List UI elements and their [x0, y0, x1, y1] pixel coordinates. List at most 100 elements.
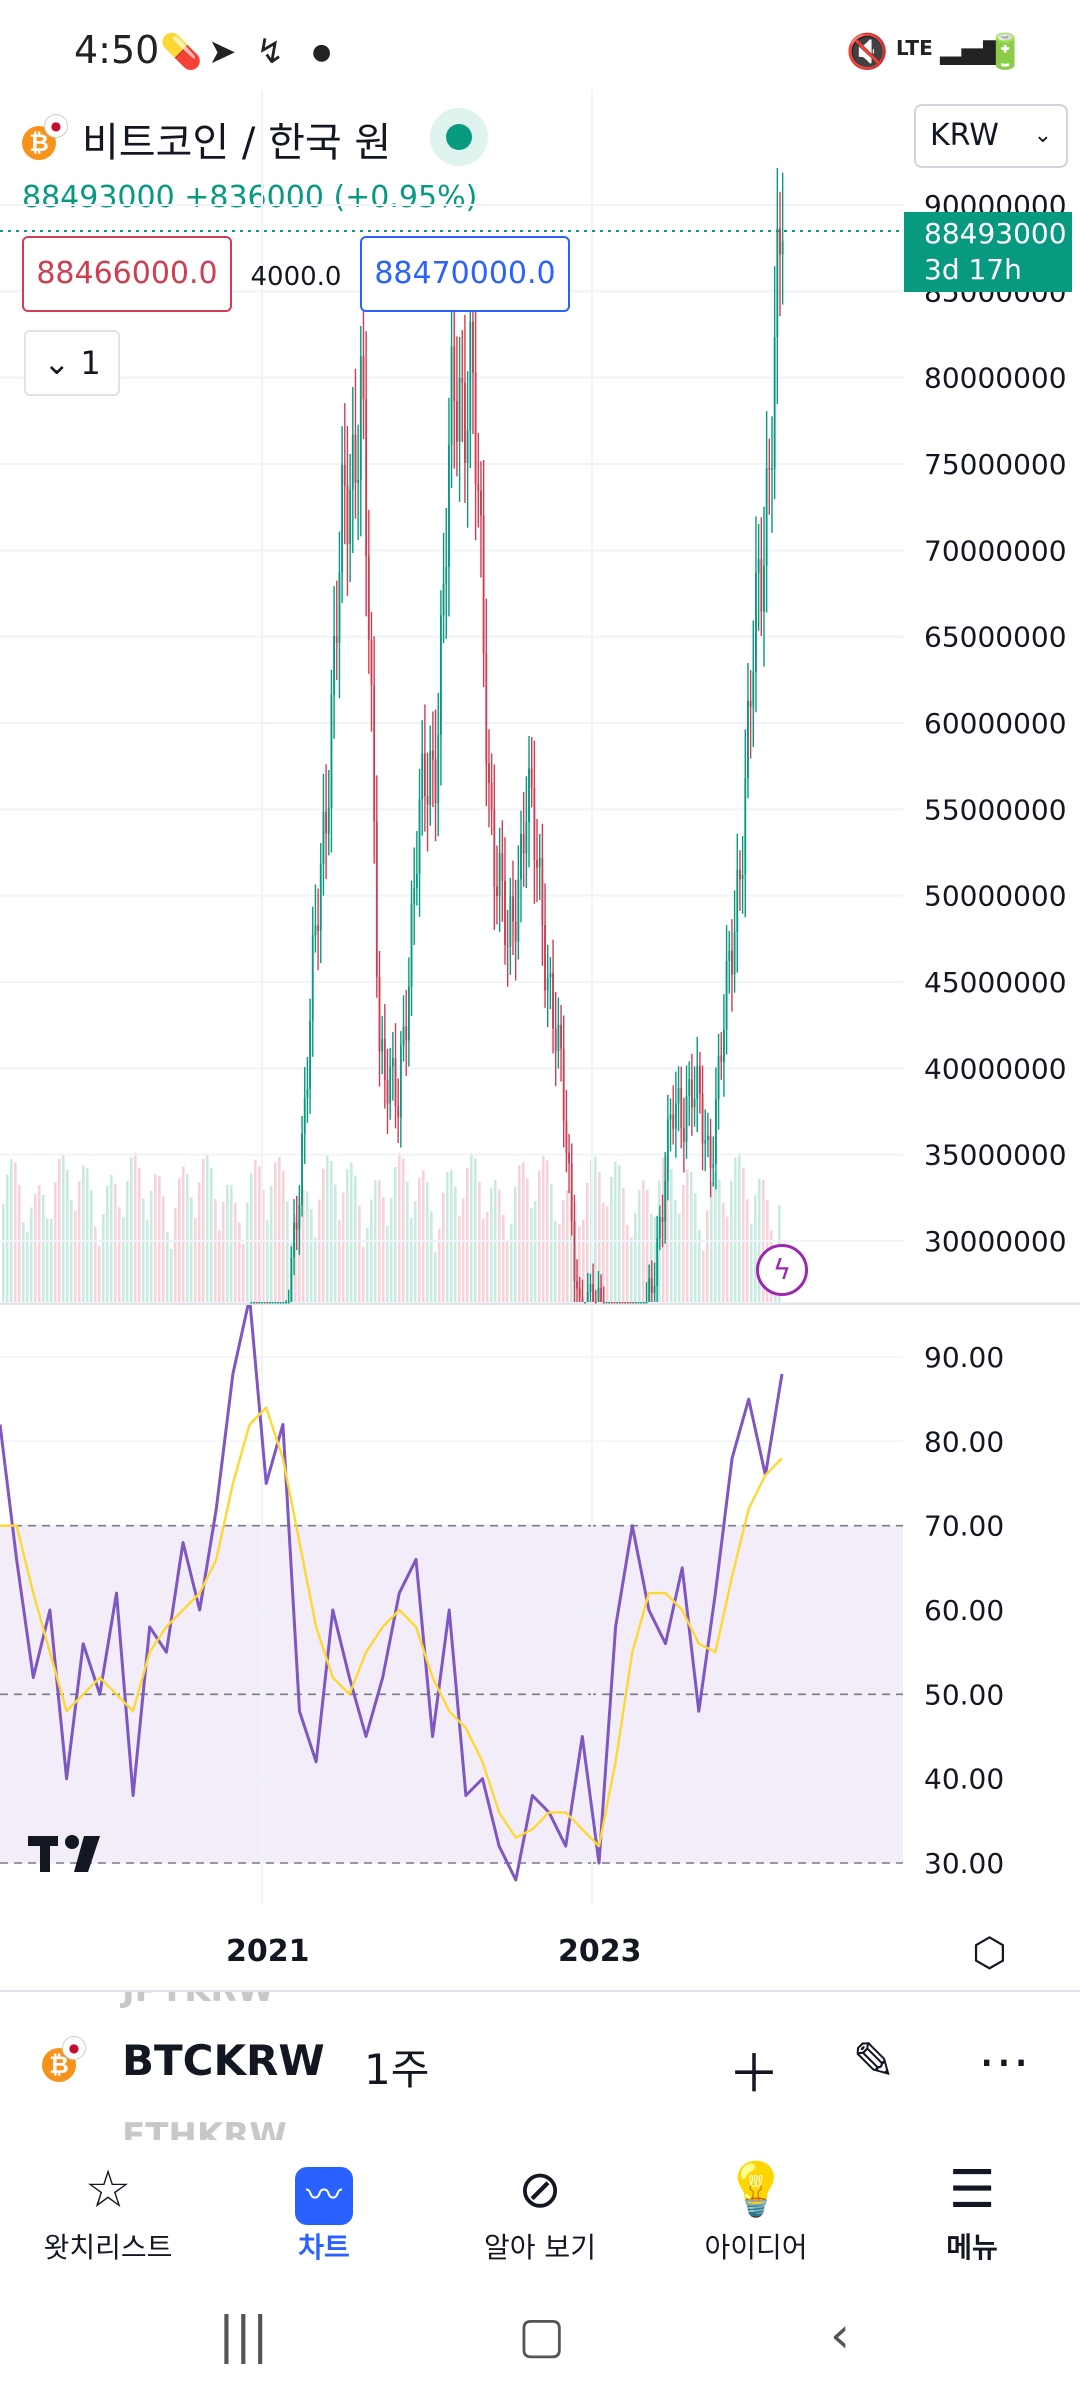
candle-body	[439, 615, 442, 735]
volume-bar	[262, 1189, 265, 1302]
rsi-axis-tick: 50.00	[924, 1678, 1004, 1711]
candle-body	[330, 694, 333, 808]
volume-bar	[546, 1160, 549, 1302]
price-axis: 9000000085000000800000007500000070000000…	[924, 189, 1067, 1258]
candle-body	[306, 1089, 309, 1098]
pen-icon[interactable]: ✎	[852, 2032, 896, 2092]
nav-explore[interactable]: ⊘ 알아 보기	[432, 2140, 648, 2280]
volume-bar	[394, 1167, 397, 1302]
nav-watchlist[interactable]: ☆ 왓치리스트	[0, 2140, 216, 2280]
volume-bar	[270, 1186, 273, 1302]
candle-body	[739, 869, 741, 880]
candle-body	[298, 1205, 301, 1230]
nav-ideas[interactable]: 💡 아이디어	[648, 2140, 864, 2280]
buy-button[interactable]: 88470000.0	[360, 236, 570, 312]
next-symbol[interactable]: ETHKRW	[122, 2116, 287, 2142]
candle-body	[586, 1291, 589, 1302]
volume-bar	[54, 1182, 57, 1302]
lightning-icon[interactable]: ϟ	[756, 1244, 808, 1296]
last-price-tag-value: 88493000	[924, 217, 1067, 250]
candle-body	[744, 777, 747, 875]
volume-bar	[366, 1228, 369, 1302]
volume-bar	[166, 1231, 169, 1302]
candle-body	[714, 1099, 717, 1165]
candle-body	[736, 869, 739, 932]
volume-bar	[106, 1185, 109, 1302]
symbol-ticker[interactable]: BTCKRW	[122, 2036, 325, 2085]
volume-bar	[62, 1154, 65, 1302]
market-status-indicator[interactable]	[430, 108, 488, 166]
volume-bar	[390, 1197, 393, 1302]
sell-button[interactable]: 88466000.0	[22, 236, 232, 312]
volume-bar	[686, 1169, 689, 1302]
volume-bar	[174, 1208, 177, 1302]
volume-bar	[142, 1198, 145, 1302]
candle-body	[760, 559, 763, 612]
home-icon[interactable]: ▢	[518, 2306, 566, 2364]
candle-body	[728, 950, 731, 962]
candle-body	[573, 1221, 576, 1281]
volume-bar	[550, 1183, 553, 1302]
candle-body	[608, 1302, 611, 1304]
candle-body	[672, 1114, 675, 1129]
nav-chart[interactable]: 〰 차트	[216, 2140, 432, 2280]
volume-bar	[386, 1225, 389, 1302]
candle-body	[266, 1302, 269, 1304]
candle-body	[317, 925, 320, 931]
candle-body	[415, 873, 418, 888]
back-icon[interactable]: ‹	[830, 2306, 850, 2364]
rsi-axis: 90.00 80.00 70.00 60.00 50.00 40.00 30.00	[924, 1341, 1004, 1880]
previous-symbol[interactable]: JPYKRW	[122, 1990, 275, 2010]
candle-body	[645, 1302, 648, 1304]
candle-body	[722, 1029, 725, 1063]
volume-bar	[50, 1218, 53, 1302]
candle-body	[354, 434, 357, 483]
volume-bar	[326, 1154, 329, 1302]
candle-body	[319, 863, 322, 931]
candle-body	[771, 468, 773, 470]
nav-menu[interactable]: ☰ 메뉴	[864, 2140, 1080, 2280]
recents-icon[interactable]: |||	[218, 2306, 269, 2364]
symbol-name[interactable]: 비트코인 / 한국 원	[82, 120, 392, 166]
candle-body	[747, 700, 749, 778]
candle-body	[704, 1140, 707, 1144]
plus-icon[interactable]: ＋	[728, 2045, 781, 2105]
system-navigation-bar: ||| ▢ ‹	[0, 2280, 1080, 2400]
legend-toggle-button[interactable]: ⌄ 1	[24, 330, 120, 396]
volume-bar	[238, 1222, 241, 1302]
candle-body	[282, 1302, 285, 1304]
volume-bar	[338, 1219, 341, 1302]
signal-app-icon: ↯	[256, 32, 285, 72]
rsi-chart[interactable]: 90.00 80.00 70.00 60.00 50.00 40.00 30.00	[0, 1305, 1080, 1905]
volume-bar	[510, 1223, 513, 1302]
price-axis-tick: 70000000	[924, 534, 1067, 567]
volume-bar	[102, 1213, 105, 1302]
candle-body	[343, 464, 346, 486]
price-axis-tick: 50000000	[924, 880, 1067, 913]
candle-body	[327, 807, 330, 834]
volume-bar	[310, 1209, 313, 1302]
symbol-interval[interactable]: 1주	[364, 2045, 430, 2094]
volume-bar	[534, 1201, 537, 1302]
candle-body	[391, 1058, 394, 1067]
candle-body	[341, 464, 344, 573]
candle-body	[656, 1238, 659, 1287]
candle-body	[560, 1024, 562, 1049]
settings-hex-icon[interactable]: ⬡	[972, 1930, 1007, 1976]
volume-bar	[594, 1156, 597, 1302]
candle-body	[568, 1152, 570, 1164]
candle-body	[421, 753, 424, 800]
candle-body	[255, 1302, 258, 1304]
volume-bar	[246, 1203, 249, 1302]
rsi-grid	[0, 1305, 903, 1905]
more-icon[interactable]: ⋯	[978, 2032, 1030, 2092]
star-icon: ☆	[84, 2160, 132, 2220]
currency-select[interactable]: KRW ⌄	[914, 104, 1068, 168]
volume-bar	[194, 1217, 197, 1302]
candle-body	[423, 753, 426, 797]
volume-bar	[118, 1207, 121, 1302]
price-chart[interactable]: 9000000085000000800000007500000070000000…	[0, 90, 1080, 1305]
volume-bar	[370, 1199, 373, 1302]
volume-bar	[678, 1213, 681, 1302]
volume-bar	[398, 1152, 401, 1302]
